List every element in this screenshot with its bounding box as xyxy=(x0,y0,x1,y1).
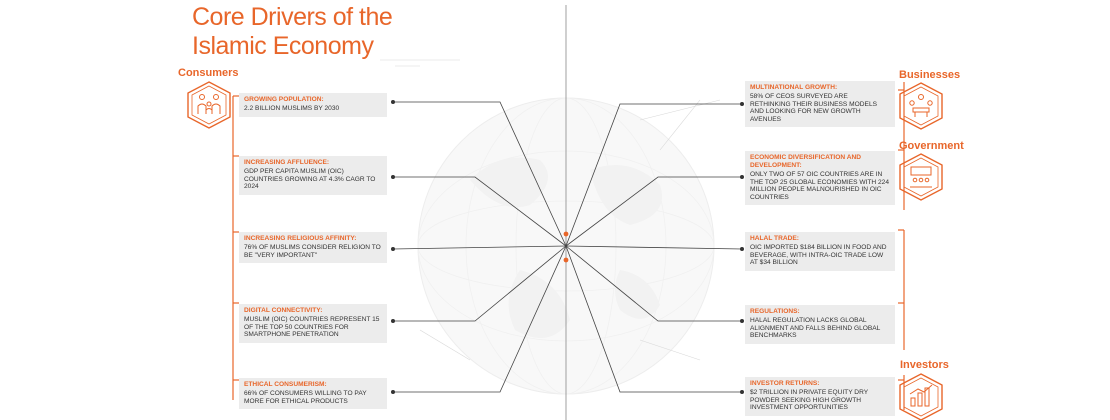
left-connector-dots xyxy=(391,100,395,394)
page-title: Core Drivers of the Islamic Economy xyxy=(192,3,393,61)
card-title: Regulations: xyxy=(750,308,800,315)
card-text: $2 trillion in private equity dry powder… xyxy=(750,389,868,412)
card-text: GDP per capita Muslim (OIC) countries gr… xyxy=(244,168,376,191)
card-title: Growing Population: xyxy=(244,96,324,103)
left-connectors xyxy=(392,101,567,393)
card-title: Investor Returns: xyxy=(750,380,820,387)
driver-card-growing-population: Growing Population: 2.2 Billion Muslims … xyxy=(239,93,387,117)
driver-card-halal-trade: Halal Trade: OIC imported $184 billion i… xyxy=(745,232,895,271)
right-connector-dots xyxy=(740,102,744,394)
card-text: 76% of Muslims consider religion to be "… xyxy=(244,244,381,259)
title-line-2: Islamic Economy xyxy=(192,32,374,60)
card-title: Increasing Religious Affinity: xyxy=(244,235,357,242)
driver-card-digital-connectivity: Digital Connectivity: Muslim (OIC) count… xyxy=(239,304,387,343)
category-label-investors: Investors xyxy=(900,359,949,371)
driver-card-increasing-affluence: Increasing Affluence: GDP per capita Mus… xyxy=(239,156,387,195)
card-text: 58% of CEOs surveyed are rethinking thei… xyxy=(750,93,878,123)
card-text: Halal regulation lacks global alignment … xyxy=(750,317,881,340)
center-markers xyxy=(563,231,569,263)
meeting-table-icon xyxy=(899,82,943,130)
card-title: Multinational Growth: xyxy=(750,84,838,91)
card-text: 66% of consumers willing to pay more for… xyxy=(244,390,367,405)
driver-card-economic-diversification: Economic Diversification and Development… xyxy=(745,151,895,206)
card-text: 2.2 Billion Muslims by 2030 xyxy=(244,105,340,112)
card-text: Only two of 57 OIC countries are in the … xyxy=(750,171,889,201)
title-line-1: Core Drivers of the xyxy=(192,3,393,31)
consumers-bracket xyxy=(232,95,239,400)
driver-card-multinational-growth: Multinational Growth: 58% of CEOs survey… xyxy=(745,81,895,128)
decorative-lines xyxy=(380,59,721,361)
card-title: Digital Connectivity: xyxy=(244,307,323,314)
card-title: Halal Trade: xyxy=(750,235,799,242)
driver-card-religious-affinity: Increasing Religious Affinity: 76% of Mu… xyxy=(239,232,387,264)
card-title: Economic Diversification and Development… xyxy=(750,154,861,169)
growth-chart-icon xyxy=(899,373,943,420)
driver-card-investor-returns: Investor Returns: $2 trillion in private… xyxy=(745,377,895,416)
assembly-hall-icon xyxy=(899,153,943,201)
card-text: Muslim (OIC) countries represent 15 of t… xyxy=(244,316,380,339)
card-title: Ethical Consumerism: xyxy=(244,381,327,388)
right-connectors xyxy=(565,103,743,393)
card-title: Increasing Affluence: xyxy=(244,159,330,166)
driver-card-regulations: Regulations: Halal regulation lacks glob… xyxy=(745,305,895,344)
category-label-businesses: Businesses xyxy=(899,69,961,81)
category-label-consumers: Consumers xyxy=(178,67,239,79)
card-text: OIC imported $184 billion in food and be… xyxy=(750,244,887,267)
family-group-icon xyxy=(187,81,231,129)
driver-card-ethical-consumerism: Ethical Consumerism: 66% of consumers wi… xyxy=(239,378,387,410)
category-label-government: Government xyxy=(899,140,964,152)
